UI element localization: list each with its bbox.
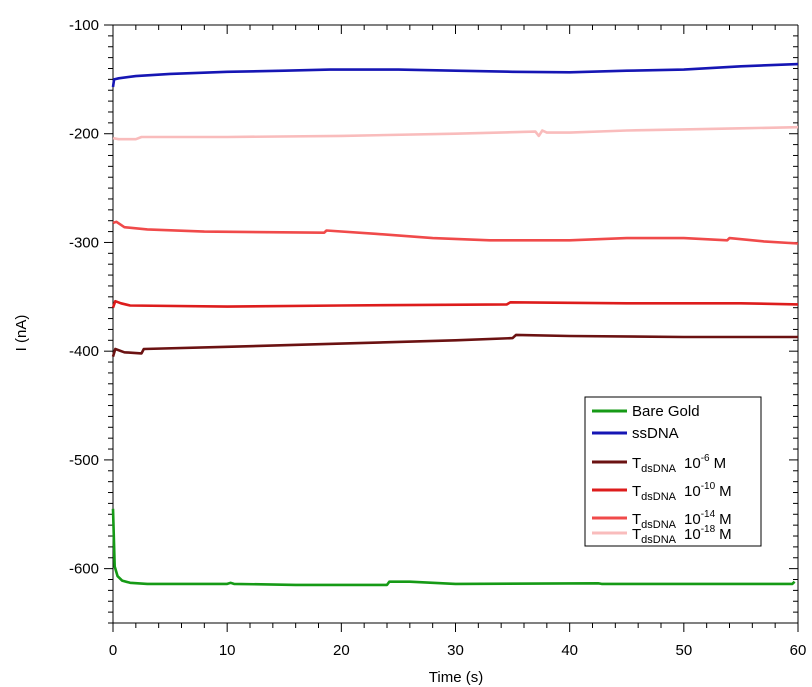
y-axis-label: I (nA) (13, 315, 30, 352)
axes-group: 0 10 20 30 40 50 60 -100 -200 -300 -400 -500 -600 (69, 17, 806, 659)
x-tick-label: 30 (447, 642, 464, 659)
legend-box (584, 396, 762, 547)
series-line-t-dsdna-10-6-m (111, 333, 798, 357)
y-tick-label: -200 (69, 126, 99, 143)
legend-label-tdsdna-18: TdsDNA 10-18 M (632, 524, 732, 546)
series-line-bare-gold (111, 508, 796, 587)
series-line-ssdna (111, 62, 799, 88)
x-tick-label: 40 (561, 642, 578, 659)
series-line-t-dsdna-10-10-m (111, 299, 799, 309)
x-tick-label: 60 (790, 642, 807, 659)
legend-label-tdsdna-10: TdsDNA 10-10 M (632, 481, 732, 503)
legend-label-tdsdna-6: TdsDNA 10-6 M (632, 453, 726, 475)
y-tick-label: -500 (69, 452, 99, 469)
x-tick-label: 50 (675, 642, 692, 659)
x-axis-label: Time (s) (429, 669, 483, 686)
series-line-t-dsdna-10-18-m (112, 125, 799, 141)
y-tick-label: -400 (69, 343, 99, 360)
series-layer (111, 62, 799, 587)
x-tick-label: 20 (333, 642, 350, 659)
x-tick-label: 10 (219, 642, 236, 659)
y-tick-label: -100 (69, 17, 99, 34)
series-line-t-dsdna-10-14-m (112, 220, 799, 245)
legend-label-ssdna: ssDNA (632, 425, 679, 442)
legend-label-bare-gold: Bare Gold (632, 403, 700, 420)
x-tick-label: 0 (109, 642, 117, 659)
y-tick-label: -600 (69, 561, 99, 578)
legend: Bare Gold ssDNA TdsDNA 10-6 M TdsDNA 10-10 M… (584, 396, 762, 547)
y-tick-label: -300 (69, 234, 99, 251)
legend-label-tdsdna-14: TdsDNA 10-14 M (632, 509, 732, 531)
